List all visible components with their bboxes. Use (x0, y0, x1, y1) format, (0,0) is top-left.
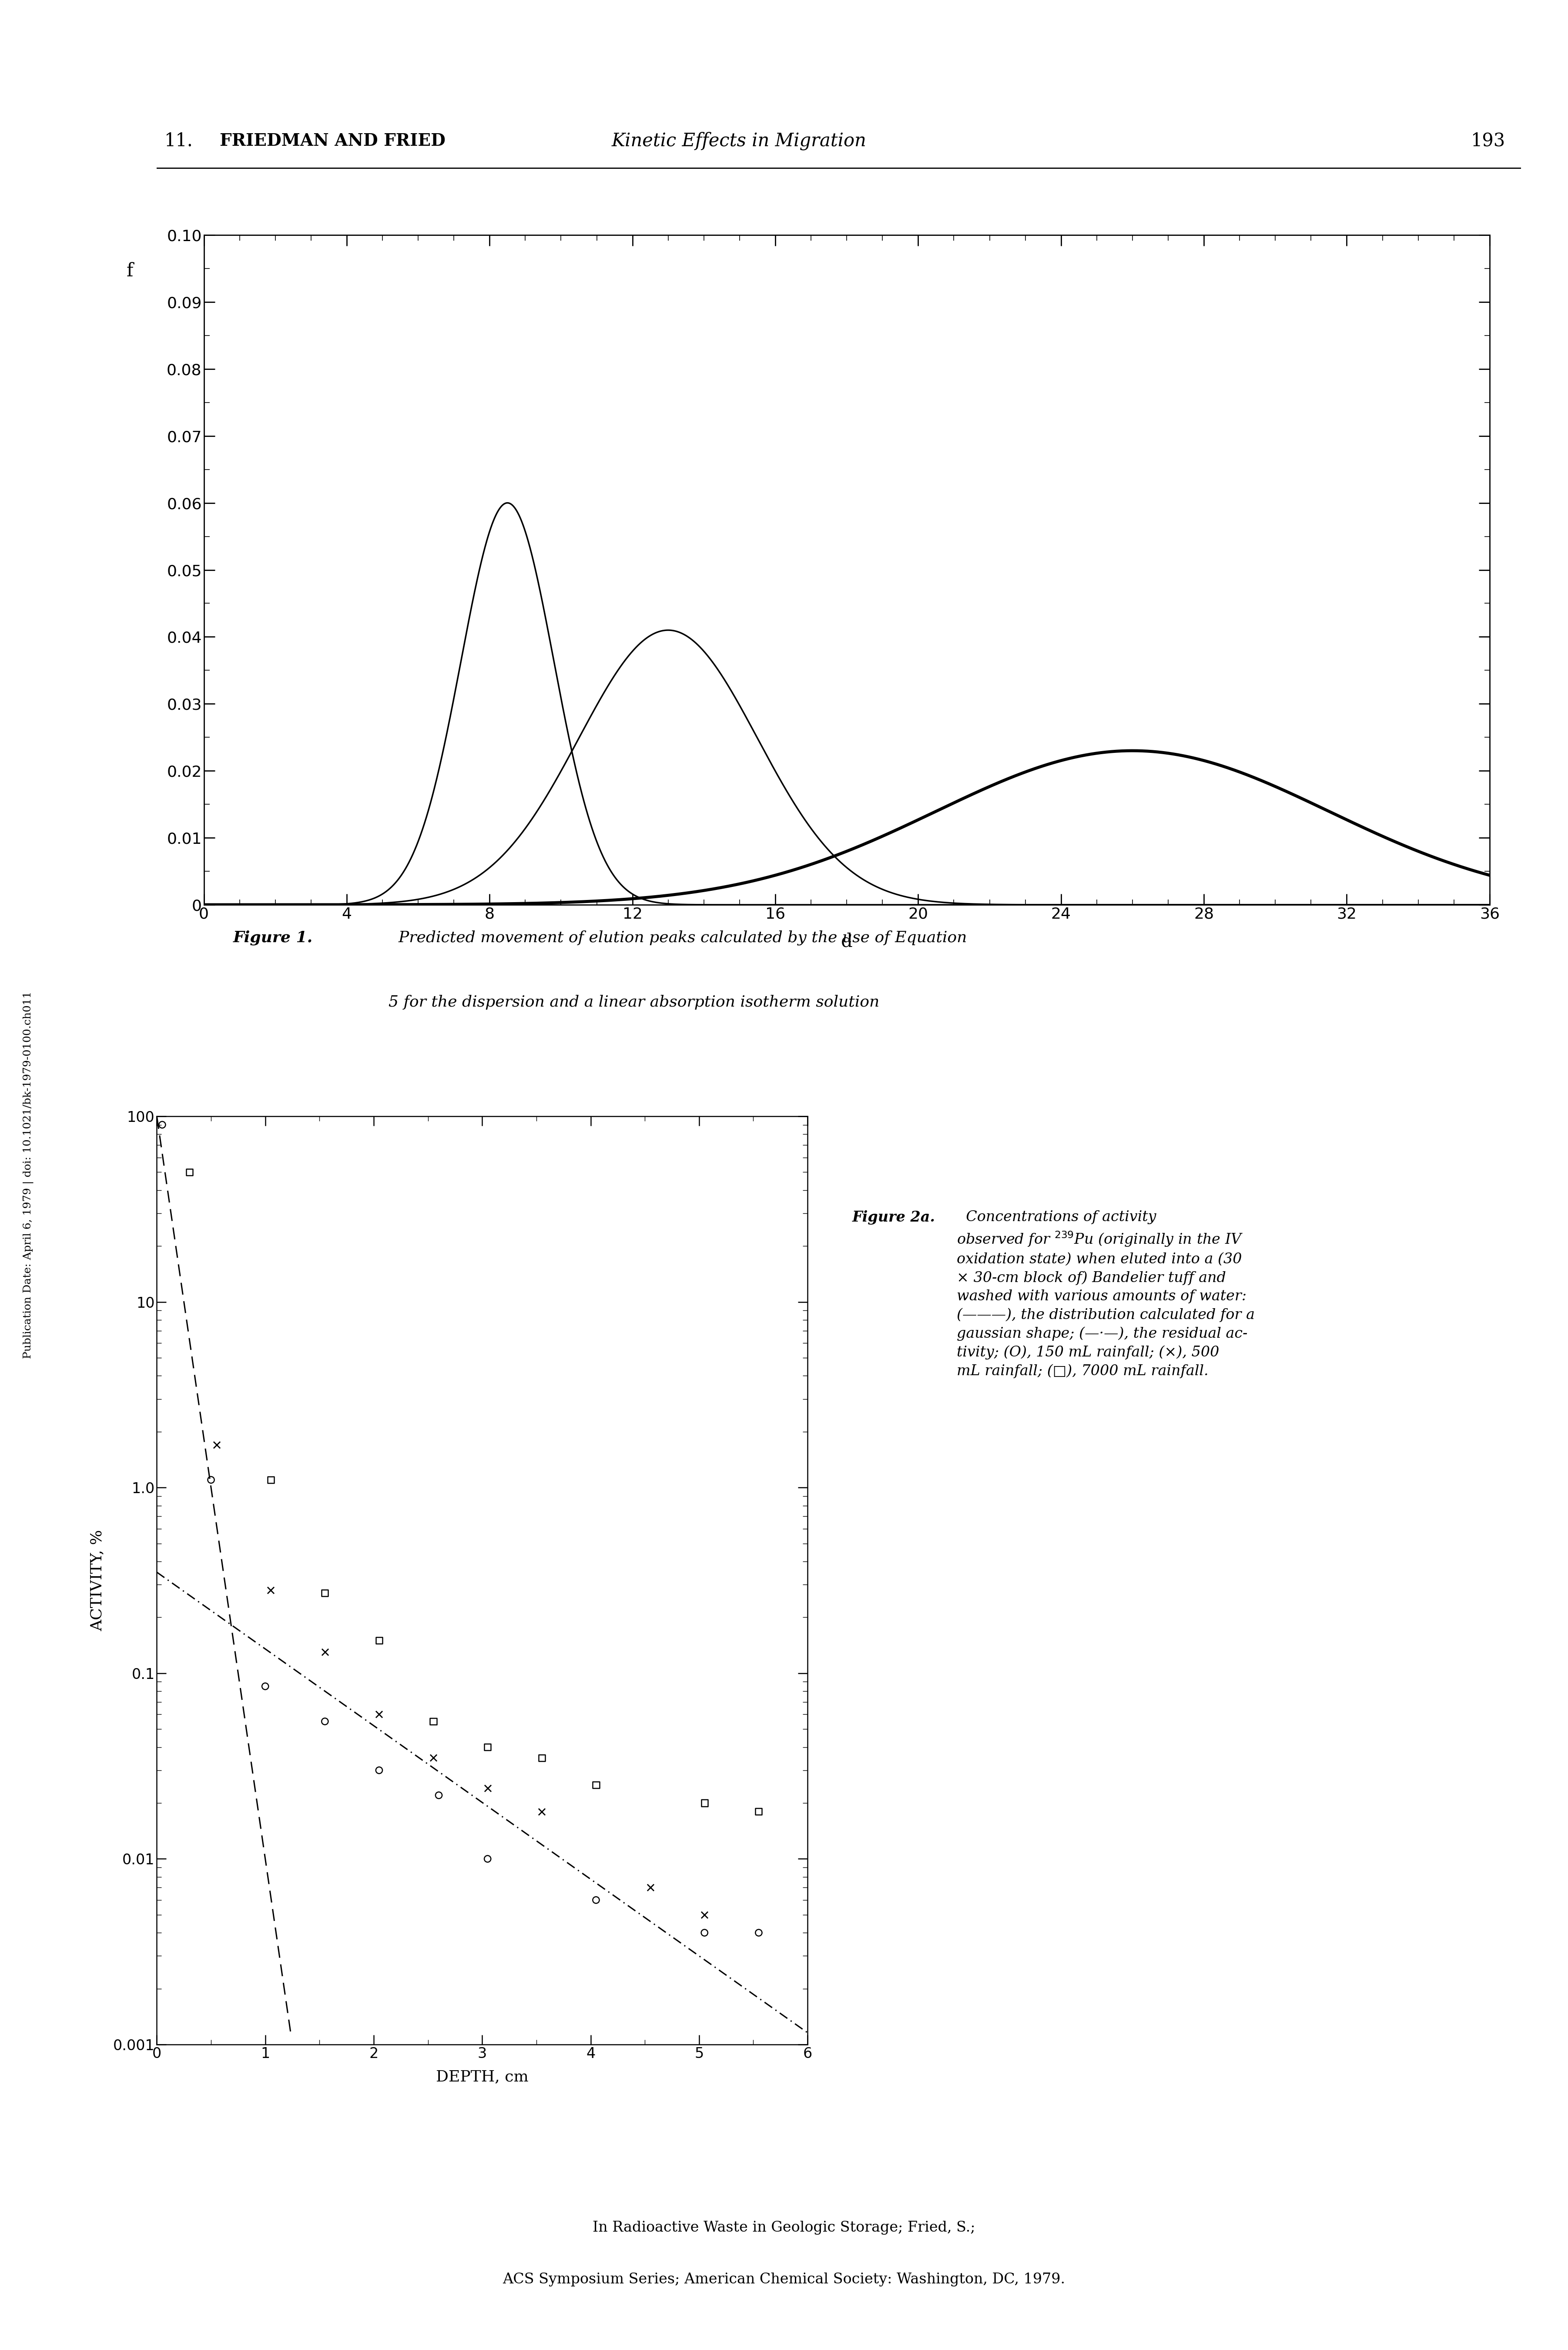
Point (426, 1777, 452, 1814)
Text: 193: 193 (1471, 132, 1505, 150)
Point (204, 1426, 229, 1464)
X-axis label: d: d (840, 933, 853, 952)
Point (746, 1913, 771, 1950)
Text: 5 for the dispersion and a linear absorption isotherm solution: 5 for the dispersion and a linear absorp… (389, 994, 880, 1010)
Text: Figure 1.: Figure 1. (234, 931, 314, 945)
Point (583, 1882, 608, 1920)
Point (199, 1462, 224, 1499)
Point (475, 1840, 500, 1878)
X-axis label: DEPTH, cm: DEPTH, cm (436, 2070, 528, 2084)
Text: FRIEDMAN AND FRIED: FRIEDMAN AND FRIED (220, 132, 445, 150)
Point (530, 1739, 555, 1777)
Point (149, 1107, 174, 1144)
Point (691, 1896, 717, 1934)
Text: In Radioactive Waste in Geologic Storage; Fried, S.;: In Radioactive Waste in Geologic Storage… (593, 2221, 975, 2235)
Point (475, 1770, 500, 1807)
Point (638, 1868, 663, 1906)
Point (420, 1704, 445, 1741)
Text: Kinetic Effects in Migration: Kinetic Effects in Migration (612, 132, 867, 150)
Point (746, 1793, 771, 1831)
Point (691, 1913, 717, 1950)
Point (691, 1784, 717, 1821)
Point (530, 1793, 555, 1831)
Point (312, 1633, 337, 1671)
Point (177, 1154, 202, 1191)
Text: Figure 2a.: Figure 2a. (853, 1210, 936, 1224)
Text: f: f (127, 261, 133, 280)
Point (259, 1462, 284, 1499)
Point (252, 1668, 278, 1706)
Point (312, 1574, 337, 1612)
Text: 11.: 11. (165, 132, 193, 150)
Point (367, 1621, 392, 1659)
Point (367, 1697, 392, 1734)
Point (312, 1704, 337, 1741)
Point (367, 1751, 392, 1788)
Point (259, 1572, 284, 1610)
Point (583, 1767, 608, 1805)
Point (475, 1727, 500, 1765)
Text: Publication Date: April 6, 1979 | doi: 10.1021/bk-1979-0100.ch011: Publication Date: April 6, 1979 | doi: 1… (24, 992, 33, 1358)
Text: Predicted movement of elution peaks calculated by the use of Equation: Predicted movement of elution peaks calc… (389, 931, 967, 945)
Text: Concentrations of activity
observed for $^{239}$Pu (originally in the IV
oxidati: Concentrations of activity observed for … (956, 1210, 1254, 1377)
Y-axis label: ACTIVITY, %: ACTIVITY, % (89, 1530, 105, 1631)
Text: ACS Symposium Series; American Chemical Society: Washington, DC, 1979.: ACS Symposium Series; American Chemical … (503, 2272, 1065, 2287)
Point (420, 1739, 445, 1777)
